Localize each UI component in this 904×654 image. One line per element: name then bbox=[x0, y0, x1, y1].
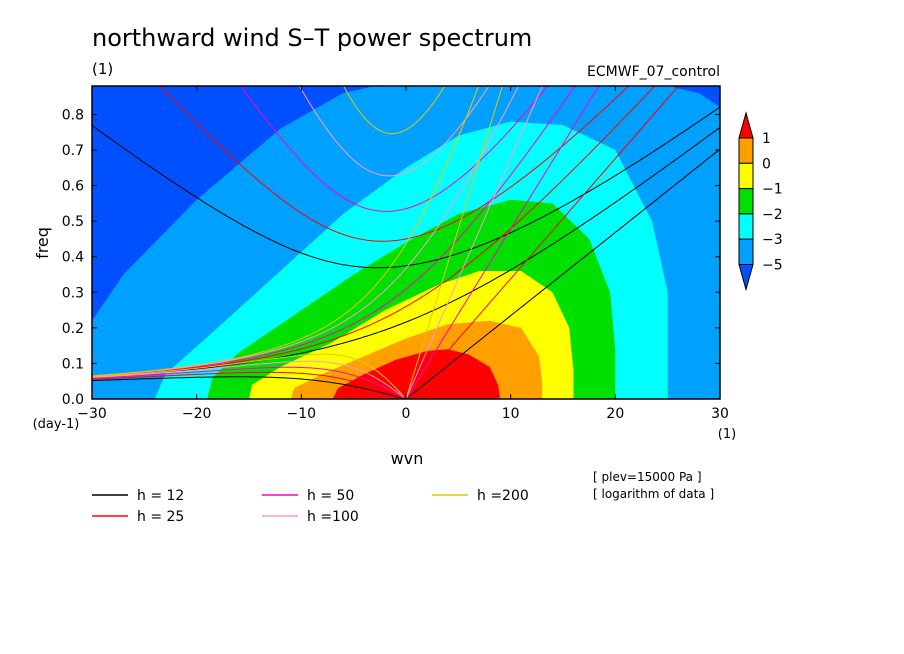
y-tick-label: 0.6 bbox=[62, 179, 84, 195]
x-tick-label: −30 bbox=[77, 406, 107, 422]
colorbar-segment bbox=[738, 162, 754, 190]
dispersion-curve-h25-igw-n1 bbox=[158, 86, 630, 242]
plot-area bbox=[92, 86, 720, 399]
legend-label-h12: h = 12 bbox=[137, 488, 184, 504]
dispersion-curve-h25-kelvin bbox=[405, 86, 680, 399]
dispersion-curve-h200-mrg bbox=[92, 86, 480, 377]
x-tick-label: 0 bbox=[402, 406, 411, 422]
x-tick-label: −10 bbox=[287, 406, 317, 422]
y-tick-label: 0.7 bbox=[62, 143, 84, 159]
dispersion-curve-h100-mrg bbox=[92, 86, 520, 377]
x-tick-label: 30 bbox=[711, 406, 729, 422]
colorbar-tick-label: −1 bbox=[762, 182, 783, 198]
dispersion-curve-h25-rossby-n1 bbox=[92, 371, 404, 399]
x-tick-label: 10 bbox=[502, 406, 520, 422]
dispersion-curve-h200-rossby-n1 bbox=[92, 353, 404, 397]
colorbar-arrow-top bbox=[738, 111, 754, 139]
dispersion-curve-h50-mrg bbox=[92, 86, 576, 377]
dispersion-curve-h12-kelvin bbox=[405, 148, 720, 399]
dispersion-curve-h50-igw-n1 bbox=[240, 86, 549, 212]
colorbar-tick-label: −2 bbox=[762, 207, 783, 223]
colorbar-tick-label: 1 bbox=[762, 131, 771, 147]
dispersion-curve-h200-kelvin bbox=[405, 86, 503, 399]
chart-title: northward wind S–T power spectrum bbox=[92, 24, 532, 52]
run-label: ECMWF_07_control bbox=[587, 64, 720, 80]
colorbar-segment bbox=[738, 137, 754, 164]
colorbar-tick-label: −5 bbox=[762, 258, 783, 274]
legend-label-h100: h =100 bbox=[307, 509, 359, 525]
dispersion-curve-h100-rossby-n1 bbox=[92, 360, 404, 398]
y-axis-label: freq bbox=[33, 227, 52, 259]
x-tick-label: −20 bbox=[182, 406, 212, 422]
dispersion-curve-h100-igw-n1 bbox=[298, 86, 490, 177]
y-unit-label: (day-1) bbox=[33, 417, 80, 432]
annotation-log: [ logarithm of data ] bbox=[593, 487, 714, 501]
y-tick-label: 0.4 bbox=[62, 250, 84, 266]
dispersion-curve-h12-rossby-n1 bbox=[92, 376, 404, 399]
legend-label-h50: h = 50 bbox=[307, 488, 354, 504]
colorbar-tick-label: 0 bbox=[762, 156, 771, 172]
y-tick-label: 0.2 bbox=[62, 321, 84, 337]
dispersion-curve-h12-mrg bbox=[92, 126, 720, 378]
annotation-plev: [ plev=15000 Pa ] bbox=[593, 470, 702, 484]
dispersion-curve-h12-igw-n1 bbox=[92, 106, 720, 269]
dispersion-curve-h50-kelvin bbox=[405, 86, 600, 399]
y-tick-label: 0.5 bbox=[62, 214, 84, 230]
chart-subtitle: (1) bbox=[92, 60, 113, 78]
colorbar-segment bbox=[738, 188, 754, 215]
y-tick-label: 0.8 bbox=[62, 107, 84, 123]
colorbar-segment bbox=[738, 238, 754, 265]
dispersion-curve-h100-kelvin bbox=[405, 86, 543, 399]
colorbar-arrow-bottom bbox=[738, 264, 754, 292]
dispersion-curve-h25-mrg bbox=[92, 86, 656, 378]
x-axis-label: wvn bbox=[391, 449, 424, 468]
colorbar: 1 0 −1 −2 −3 −5 bbox=[738, 111, 783, 292]
x-tick-label: 20 bbox=[606, 406, 624, 422]
colorbar-tick-label: −3 bbox=[762, 232, 783, 248]
dispersion-curve-h200-igw-n1 bbox=[343, 86, 446, 135]
x-unit-label: (1) bbox=[718, 427, 736, 442]
colorbar-segment bbox=[738, 213, 754, 240]
legend-label-h200: h =200 bbox=[477, 488, 529, 504]
curve-legend: h = 12 h = 25 h = 50 h =100 h =200 bbox=[92, 488, 529, 525]
y-tick-label: 0.3 bbox=[62, 285, 84, 301]
legend-label-h25: h = 25 bbox=[137, 509, 184, 525]
y-tick-label: 0.1 bbox=[62, 356, 84, 372]
dispersion-curve-h50-rossby-n1 bbox=[92, 366, 404, 399]
y-tick-label: 0.0 bbox=[62, 392, 84, 408]
